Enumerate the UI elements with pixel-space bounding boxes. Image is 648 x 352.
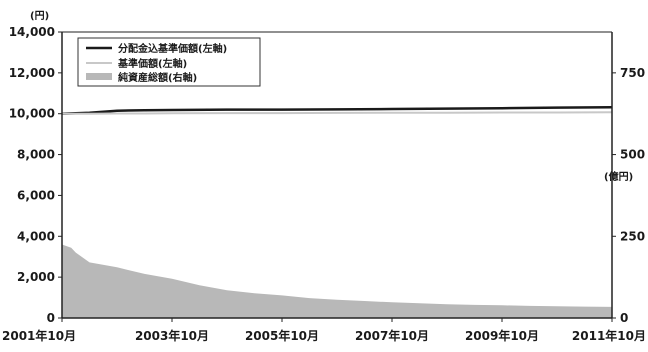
y-left-tick-label: 10,000	[9, 107, 55, 121]
y-left-tick-label: 6,000	[17, 188, 55, 202]
x-tick-label: 2003年10月	[135, 328, 209, 343]
legend-label-nav: 基準価額(左軸)	[117, 57, 187, 70]
x-tick-label: 2005年10月	[245, 328, 319, 343]
y-left-tick-label: 8,000	[17, 148, 55, 162]
legend-swatch-net-assets	[86, 73, 112, 80]
y-left-tick-label: 14,000	[9, 25, 55, 39]
legend-label-adjusted-nav: 分配金込基準価額(左軸)	[118, 42, 227, 55]
x-tick-label: 2009年10月	[465, 328, 539, 343]
legend: 分配金込基準価額(左軸) 基準価額(左軸) 純資産総額(右軸)	[77, 37, 261, 87]
y-left-tick-label: 2,000	[17, 270, 55, 284]
left-axis-unit: (円)	[30, 10, 49, 22]
y-right-tick-label: 750	[620, 66, 645, 80]
x-tick-label: 2001年10月	[2, 328, 76, 343]
series-1-line	[62, 111, 613, 115]
x-tick-label: 2007年10月	[355, 328, 429, 343]
right-axis-unit: (億円)	[604, 170, 633, 183]
y-right-tick-label: 500	[620, 148, 645, 162]
y-right-tick-label: 0	[620, 311, 628, 325]
series-0-line	[61, 105, 613, 115]
series-2-area	[62, 244, 612, 318]
legend-label-net-assets: 純資産総額(右軸)	[118, 71, 197, 84]
y-right-tick-label: 250	[620, 229, 645, 243]
plot-area: 0 2,000 4,000 6,000 8,000 10,000 12,000 14,000 0…	[2, 25, 646, 343]
y-left-tick-label: 0	[47, 311, 55, 325]
y-left-tick-label: 12,000	[9, 66, 55, 80]
x-tick-label: 2011年10月	[572, 328, 646, 343]
y-left-tick-label: 4,000	[17, 229, 55, 243]
